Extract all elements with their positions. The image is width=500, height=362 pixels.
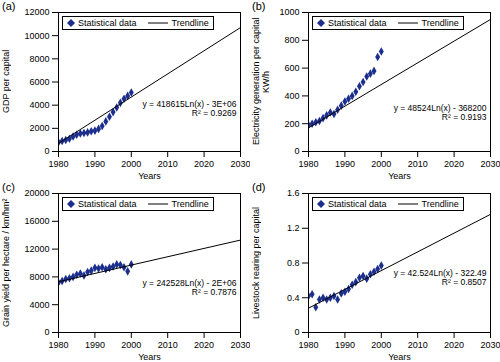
svg-text:200: 200 (284, 119, 299, 129)
svg-text:y = 418615Ln(x) - 3E+06R² = 0.: y = 418615Ln(x) - 3E+06R² = 0.9269 (142, 99, 236, 118)
svg-text:1980: 1980 (48, 159, 68, 169)
svg-text:1990: 1990 (335, 159, 355, 169)
svg-text:1980: 1980 (298, 340, 318, 350)
html-text:Livestock rearing per capital: Livestock rearing per capital (251, 206, 261, 319)
svg-text:2020: 2020 (194, 159, 214, 169)
html-text:(d): (d) (252, 181, 266, 193)
svg-text:Years: Years (388, 352, 411, 362)
svg-text:16000: 16000 (24, 216, 49, 226)
svg-text:2030: 2030 (480, 159, 500, 169)
svg-text:1990: 1990 (85, 340, 105, 350)
svg-text:6000: 6000 (29, 77, 49, 87)
html-text:Trendline: Trendline (171, 199, 209, 209)
svg-text:0: 0 (294, 327, 299, 337)
svg-text:2020: 2020 (444, 340, 464, 350)
svg-text:2030: 2030 (480, 340, 500, 350)
html-text:Statistical data: Statistical data (328, 199, 387, 209)
html-text:GDP per capital: GDP per capital (1, 49, 11, 114)
svg-text:1980: 1980 (298, 159, 318, 169)
svg-text:1.6: 1.6 (287, 188, 300, 198)
html-text:Statistical data: Statistical data (328, 18, 387, 28)
svg-text:1990: 1990 (85, 159, 105, 169)
svg-text:2010: 2010 (408, 159, 428, 169)
svg-text:0: 0 (44, 327, 49, 337)
html-text:(c): (c) (2, 181, 15, 193)
svg-text:2000: 2000 (371, 159, 391, 169)
svg-text:2020: 2020 (444, 159, 464, 169)
svg-text:Years: Years (138, 171, 161, 181)
svg-text:12000: 12000 (24, 244, 49, 254)
html-text:(b): (b) (252, 0, 266, 12)
svg-text:0: 0 (44, 146, 49, 156)
svg-text:0.4: 0.4 (287, 293, 300, 303)
svg-text:2000: 2000 (121, 340, 141, 350)
svg-text:8000: 8000 (29, 272, 49, 282)
svg-text:2000: 2000 (371, 340, 391, 350)
html-text:Trendline: Trendline (171, 18, 209, 28)
svg-text:8000: 8000 (29, 54, 49, 64)
svg-text:600: 600 (284, 63, 299, 73)
html-text:Trendline: Trendline (421, 199, 459, 209)
svg-text:12000: 12000 (24, 7, 49, 17)
html-text:Grain yield per hectare / km/h: Grain yield per hectare / km/hm² (1, 198, 11, 327)
svg-text:20000: 20000 (24, 188, 49, 198)
svg-text:1980: 1980 (48, 340, 68, 350)
html-text:Statistical data: Statistical data (78, 18, 137, 28)
svg-text:4000: 4000 (29, 300, 49, 310)
svg-text:4000: 4000 (29, 100, 49, 110)
svg-text:2000: 2000 (121, 159, 141, 169)
svg-text:2010: 2010 (158, 159, 178, 169)
svg-text:y = 242528Ln(x) - 2E+06R² = 0.: y = 242528Ln(x) - 2E+06R² = 0.7876 (142, 278, 236, 297)
html-text:(a): (a) (2, 0, 16, 12)
svg-text:400: 400 (284, 91, 299, 101)
html-text:Statistical data: Statistical data (78, 199, 137, 209)
svg-text:Years: Years (388, 171, 411, 181)
html-text:Trendline: Trendline (421, 18, 459, 28)
svg-text:2010: 2010 (158, 340, 178, 350)
svg-text:Years: Years (138, 352, 161, 362)
svg-text:2010: 2010 (408, 340, 428, 350)
svg-text:0: 0 (294, 146, 299, 156)
svg-text:1990: 1990 (335, 340, 355, 350)
svg-text:y = 42.524Ln(x) - 322.49R² = 0: y = 42.524Ln(x) - 322.49R² = 0.8507 (394, 268, 487, 287)
svg-text:10000: 10000 (24, 31, 49, 41)
svg-text:y = 48524Ln(x) - 368200R² = 0.: y = 48524Ln(x) - 368200R² = 0.9193 (394, 103, 487, 122)
svg-text:1000: 1000 (279, 7, 299, 17)
svg-text:0.8: 0.8 (287, 258, 300, 268)
html-text:Electricity generation per cap: Electricity generation per capital KW/h (251, 17, 271, 146)
svg-text:2030: 2030 (230, 159, 250, 169)
svg-text:2020: 2020 (194, 340, 214, 350)
svg-text:2000: 2000 (29, 123, 49, 133)
svg-text:2030: 2030 (230, 340, 250, 350)
svg-text:1.2: 1.2 (287, 223, 300, 233)
svg-text:800: 800 (284, 35, 299, 45)
